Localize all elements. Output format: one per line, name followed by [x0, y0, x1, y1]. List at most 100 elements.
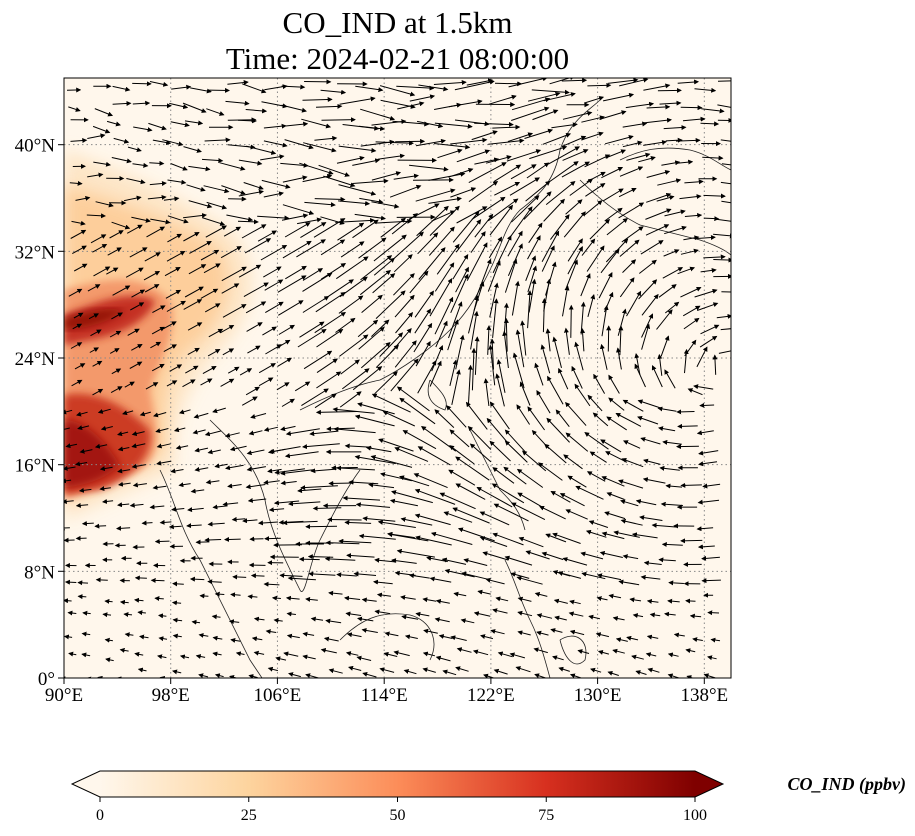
wind-vector-arrow [375, 344, 400, 368]
wind-vector-arrow [365, 445, 392, 453]
wind-vector-arrow [528, 222, 543, 244]
wind-vector-arrow [360, 108, 396, 121]
wind-vector-arrow [665, 137, 683, 143]
wind-vector-arrow [693, 384, 714, 390]
wind-vector-arrow [302, 295, 330, 313]
wind-vector-arrow [241, 224, 267, 239]
wind-vector-arrow [299, 321, 325, 338]
wind-vector-arrow [493, 164, 522, 183]
wind-vector-arrow [300, 222, 327, 239]
wind-vector-arrow [456, 149, 491, 163]
wind-vector-arrow [701, 578, 721, 584]
wind-vector-arrow [587, 394, 603, 412]
wind-vector-arrow [586, 245, 605, 272]
wind-vector-arrow [205, 479, 220, 485]
wind-vector-arrow [352, 219, 379, 239]
wind-vector-arrow [275, 656, 287, 662]
wind-vector-arrow [68, 106, 81, 112]
wind-vector-arrow [696, 526, 714, 532]
wind-vector-arrow [285, 595, 300, 601]
wind-vector-arrow [360, 255, 393, 281]
wind-vector-arrow [667, 652, 679, 658]
wind-vector-arrow [700, 267, 717, 273]
wind-vector-arrow [78, 487, 92, 493]
wind-vector-arrow [248, 430, 263, 436]
wind-vector-arrow [384, 631, 399, 637]
wind-vector-arrow [486, 417, 509, 444]
wind-vector-arrow [480, 634, 494, 640]
wind-vector-arrow [428, 196, 462, 204]
wind-vector-arrow [474, 336, 480, 375]
wind-vector-arrow [129, 502, 144, 508]
wind-vector-arrow [435, 599, 450, 604]
wind-vector-arrow [70, 229, 87, 239]
wind-vector-arrow [452, 210, 480, 243]
lon-tick-label: 138°E [680, 685, 728, 706]
wind-vector-arrow [413, 473, 448, 489]
wind-vector-arrow [450, 187, 477, 198]
wind-vector-arrow [660, 335, 670, 357]
wind-vector-arrow [117, 502, 130, 508]
wind-vector-arrow [539, 505, 566, 520]
wind-vector-arrow [438, 634, 453, 639]
wind-vector-arrow [339, 334, 369, 357]
wind-vector-arrow [561, 78, 588, 83]
wind-vector-arrow [109, 330, 122, 338]
wind-vector-arrow [620, 518, 643, 526]
wind-vector-arrow [584, 432, 609, 450]
wind-vector-arrow [467, 364, 473, 406]
wind-vector-arrow [127, 146, 142, 153]
wind-vector-arrow [186, 184, 206, 192]
map-title: CO_IND at 1.5km [282, 5, 513, 40]
wind-vector-arrow [202, 366, 217, 375]
wind-vector-arrow [268, 507, 285, 513]
wind-vector-arrow [686, 675, 695, 678]
wind-vector-arrow [113, 137, 130, 144]
wind-vector-arrow [169, 102, 189, 110]
wind-vector-arrow [264, 279, 284, 291]
wind-vector-arrow [442, 669, 457, 676]
wind-vector-arrow [569, 178, 594, 196]
wind-vector-arrow [302, 654, 316, 660]
wind-vector-arrow [284, 139, 314, 150]
wind-vector-arrow [417, 120, 444, 129]
wind-vector-arrow [368, 482, 395, 489]
wind-vector-arrow [631, 654, 644, 660]
wind-vector-arrow [509, 652, 526, 659]
wind-vector-arrow [248, 674, 258, 678]
wind-vector-arrow [371, 201, 400, 209]
wind-vector-arrow [201, 158, 224, 164]
wind-vector-arrow [158, 613, 167, 619]
wind-vector-arrow [326, 426, 355, 432]
wind-vector-arrow [431, 210, 456, 222]
wind-vector-arrow [90, 329, 102, 337]
wind-vector-arrow [324, 556, 356, 562]
wind-vector-arrow [479, 511, 510, 526]
wind-vector-arrow [696, 346, 708, 368]
wind-vector-arrow [643, 139, 667, 146]
wind-vector-arrow [643, 458, 661, 465]
wind-vector-arrow [441, 557, 467, 565]
wind-vector-arrow [222, 348, 235, 356]
wind-vector-arrow [577, 649, 590, 654]
wind-vector-arrow [517, 492, 544, 508]
wind-vector-arrow [643, 117, 672, 124]
wind-vector-arrow [701, 555, 720, 561]
wind-vector-arrow [346, 553, 375, 559]
wind-vector-arrow [399, 397, 436, 425]
wind-vector-arrow [417, 232, 439, 255]
wind-vector-arrow [527, 91, 561, 102]
wind-vector-arrow [285, 121, 309, 127]
wind-vector-arrow [150, 577, 165, 583]
wind-vector-arrow [562, 149, 589, 161]
wind-vector-arrow [149, 504, 165, 510]
wind-vector-arrow [567, 238, 583, 262]
wind-vector-arrow [282, 240, 312, 259]
wind-vector-arrow [332, 407, 375, 414]
wind-vector-arrow [466, 242, 488, 281]
wind-vector-arrow [599, 550, 623, 558]
wind-vector-arrow [694, 288, 718, 298]
wind-vector-arrow [661, 160, 681, 166]
wind-vector-arrow [173, 427, 186, 433]
wind-vector-arrow [373, 257, 395, 276]
